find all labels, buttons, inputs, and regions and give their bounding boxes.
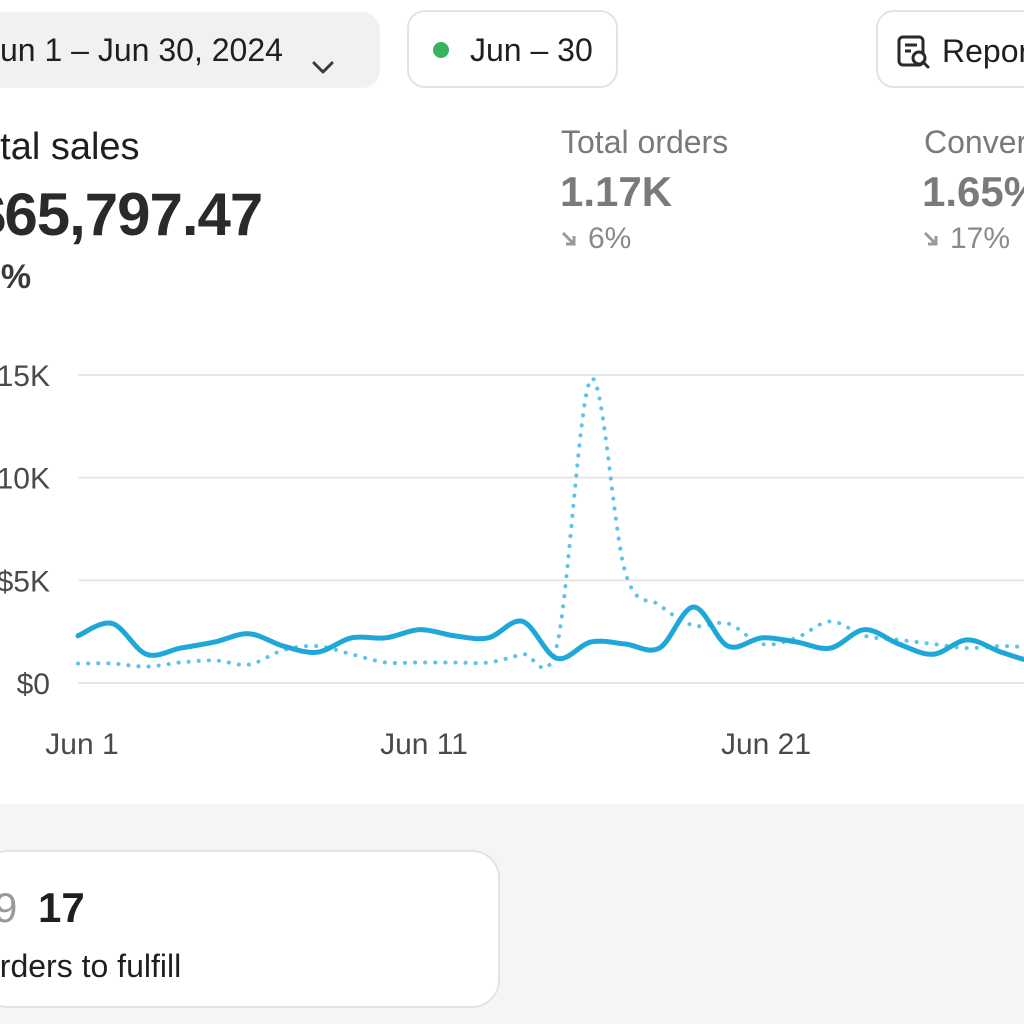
arrow-down-right-icon <box>922 222 940 256</box>
sales-data-point <box>795 641 797 643</box>
comparison-data-point <box>77 662 79 664</box>
arrow-down-right-icon <box>560 222 578 256</box>
comparison-series-line <box>76 376 1024 671</box>
sales-data-point <box>77 635 79 637</box>
y-tick-label: $10K <box>0 463 50 496</box>
sales-data-point <box>145 653 147 655</box>
comparison-data-point <box>145 666 147 668</box>
comparison-data-point <box>180 661 182 663</box>
orders-to-fulfill-card[interactable]: 9 17 orders to fulfill <box>0 850 500 1008</box>
fulfill-label: orders to fulfill <box>0 948 182 984</box>
comparison-data-point <box>624 571 626 573</box>
comparison-data-point <box>282 649 284 651</box>
conversion-title[interactable]: Conversion rate <box>924 124 1024 160</box>
date-range-label: Jun 1 – Jun 30, 2024 <box>0 32 283 68</box>
comparison-data-point <box>419 661 421 663</box>
sales-data-point <box>487 637 489 639</box>
sales-data-point <box>282 645 284 647</box>
total-orders-title[interactable]: Total orders <box>561 124 729 160</box>
comparison-data-point <box>864 635 866 637</box>
comparison-data-point <box>316 645 318 647</box>
sales-data-point <box>966 639 968 641</box>
reports-label: Reports <box>942 33 1024 69</box>
comparison-period-label: Jun – 30 <box>470 32 593 68</box>
sales-data-point <box>316 651 318 653</box>
comparison-data-point <box>111 662 113 664</box>
comparison-data-point <box>453 661 455 663</box>
comparison-data-point <box>590 378 592 380</box>
toolbar: Jun 1 – Jun 30, 2024 Jun – 30 Reports <box>0 0 1024 106</box>
conversion-change: 17% <box>922 222 1010 256</box>
sales-data-point <box>453 635 455 637</box>
sales-overview-card: Total sales $65,797.47 9% Total orders 1… <box>0 106 1024 804</box>
comparison-period-button[interactable]: Jun – 30 <box>407 10 618 88</box>
y-tick-label: $15K <box>0 360 50 393</box>
x-tick-label: Jun 11 <box>380 728 468 761</box>
y-tick-label: $5K <box>0 565 50 598</box>
sales-data-point <box>522 620 524 622</box>
comparison-data-point <box>487 661 489 663</box>
sales-data-point <box>658 647 660 649</box>
conversion-value: 1.65% <box>922 168 1024 215</box>
total-sales-title[interactable]: Total sales <box>0 126 140 168</box>
y-tick-label: $0 <box>17 668 50 701</box>
sales-data-point <box>693 606 695 608</box>
comparison-data-point <box>693 625 695 627</box>
sales-data-point <box>180 647 182 649</box>
sales-series-line <box>75 604 1024 663</box>
conversion-change-value: 17% <box>950 222 1011 255</box>
sales-data-point <box>385 637 387 639</box>
comparison-data-point <box>658 604 660 606</box>
sales-data-point <box>898 643 900 645</box>
comparison-data-point <box>1000 645 1002 647</box>
sales-data-point <box>864 629 866 631</box>
sales-data-point <box>1000 651 1002 653</box>
total-sales-change: 9% <box>0 258 32 296</box>
total-orders-change: 6% <box>560 222 631 256</box>
comparison-data-point <box>761 643 763 645</box>
sales-data-point <box>351 637 353 639</box>
sales-data-point <box>556 657 558 659</box>
sales-line-chart[interactable]: $0 $5K $10K $15K Jun 1 Jun 11 Jun 21 <box>0 340 1024 770</box>
total-sales-value: $65,797.47 <box>0 181 263 248</box>
sales-data-point <box>829 647 831 649</box>
comparison-data-point <box>795 637 797 639</box>
date-range-picker[interactable]: Jun 1 – Jun 30, 2024 <box>0 12 380 88</box>
comparison-data-point <box>966 647 968 649</box>
status-dot-icon <box>433 42 449 58</box>
sales-data-point <box>111 622 113 624</box>
chevron-down-icon <box>312 46 334 83</box>
sales-data-point <box>727 645 729 647</box>
sales-data-point <box>214 641 216 643</box>
sales-data-point <box>590 641 592 643</box>
total-orders-change-value: 6% <box>588 222 632 255</box>
comparison-data-point <box>932 643 934 645</box>
comparison-data-point <box>385 661 387 663</box>
comparison-data-point <box>214 659 216 661</box>
report-search-icon <box>896 34 932 78</box>
x-tick-label: Jun 1 <box>45 728 118 761</box>
comparison-data-point <box>829 620 831 622</box>
sales-data-point <box>248 633 250 635</box>
x-tick-label: Jun 21 <box>721 728 811 761</box>
total-orders-value: 1.17K <box>560 168 673 215</box>
previous-count: 9 <box>0 884 18 931</box>
reports-button[interactable]: Reports <box>876 10 1024 88</box>
sales-data-point <box>761 637 763 639</box>
comparison-data-point <box>556 645 558 647</box>
comparison-data-point <box>248 664 250 666</box>
comparison-data-point <box>522 653 524 655</box>
sales-data-point <box>624 643 626 645</box>
sales-data-point <box>419 629 421 631</box>
comparison-data-point <box>351 653 353 655</box>
sales-data-point <box>932 653 934 655</box>
comparison-data-point <box>898 639 900 641</box>
fulfill-count: 17 <box>38 884 85 931</box>
comparison-data-point <box>727 622 729 624</box>
